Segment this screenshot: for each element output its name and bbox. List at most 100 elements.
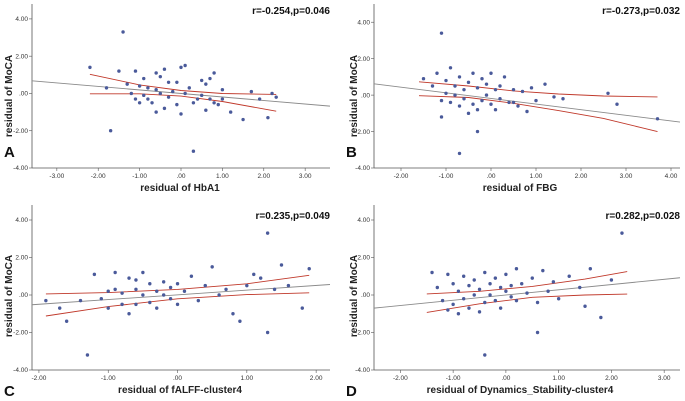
- panel-d-point: [514, 298, 519, 303]
- panel-a-ci-upper: [89, 73, 277, 95]
- panel-b-ytick-label: 4.00: [357, 19, 370, 26]
- panel-b-point: [529, 86, 534, 90]
- panel-c-ylabel: residual of MoCA: [4, 255, 15, 337]
- panel-a-xtick-label: .00: [176, 173, 185, 180]
- panel-a-point: [175, 102, 179, 107]
- panel-b-stat: r=-0.273,p=0.032: [602, 6, 680, 17]
- panel-d-point: [541, 268, 545, 273]
- panel-b-ci-upper: [418, 81, 658, 98]
- panel-b-plot: -4.00 -2.00 .00 2.00 4.00 -2.00 -1.00 .00 1.00 2.…: [355, 4, 681, 180]
- panel-d-point: [430, 270, 434, 275]
- panel-a-ci-lower: [89, 93, 277, 112]
- panel-c-point: [238, 319, 242, 323]
- panel-c-point: [106, 306, 110, 310]
- panel-a-point: [204, 108, 208, 112]
- panel-b-point: [444, 91, 448, 95]
- panel-d-point: [435, 285, 440, 290]
- panel-c-point: [127, 312, 131, 316]
- panel-a-point: [208, 76, 212, 81]
- panel-b-point: [511, 100, 516, 105]
- panel-b-ytick-label: .00: [361, 92, 370, 99]
- panel-d-point: [483, 353, 487, 357]
- panel-c-xtick-label: -1.00: [101, 375, 116, 382]
- panel-c-point: [161, 293, 166, 297]
- panel-a-point: [175, 80, 179, 84]
- panel-c-point: [252, 272, 256, 277]
- panel-d-point: [599, 315, 603, 320]
- panel-d-point: [493, 298, 498, 303]
- panel-a-point: [171, 89, 175, 94]
- panel-d-point: [472, 293, 476, 297]
- panel-d-ytick-label: 4.00: [357, 217, 370, 224]
- panel-c-ytick-label: .00: [19, 292, 28, 299]
- panel-d-point: [483, 300, 487, 305]
- panel-d-point: [567, 274, 571, 278]
- panel-a-point: [158, 74, 163, 79]
- panel-b-point: [439, 98, 444, 103]
- panel-c-point: [64, 319, 69, 323]
- panel-b-xtick-label: 2.00: [575, 173, 588, 180]
- panel-c-point: [286, 283, 291, 288]
- panel-c-point: [161, 280, 166, 284]
- panel-d-point: [620, 231, 624, 235]
- panel-c-xlabel: residual of fALFF-cluster4: [118, 385, 242, 396]
- panel-a-point: [204, 82, 208, 86]
- panel-d-point: [461, 274, 466, 278]
- panel-d-point: [509, 283, 513, 288]
- panel-d-point: [461, 297, 466, 301]
- panel-c-point: [245, 283, 249, 288]
- panel-a-label: A: [4, 144, 15, 161]
- panel-a-point: [133, 69, 138, 73]
- panel-c-point: [92, 272, 97, 277]
- panel-a-point: [133, 97, 138, 101]
- panel-c-point: [44, 298, 48, 303]
- panel-a-point: [199, 78, 204, 83]
- panel-b-point: [561, 97, 565, 101]
- panel-d-ci-lower: [426, 293, 628, 313]
- panel-d-point: [583, 304, 587, 308]
- panel-b-point: [475, 107, 480, 112]
- panel-c-fit-line: [31, 284, 331, 306]
- panel-c-xtick-label: .00: [173, 375, 182, 382]
- panel-d-point: [451, 282, 455, 286]
- panel-b-xtick-label: -1.00: [439, 173, 454, 180]
- panel-c-point: [78, 298, 83, 303]
- panel-a-point: [191, 101, 196, 105]
- panel-d-point: [578, 285, 582, 290]
- panel-d-xtick-label: -1.00: [446, 375, 461, 382]
- panel-d-point: [556, 297, 561, 301]
- panel-c-point: [85, 353, 90, 357]
- panel-c-point: [279, 263, 284, 267]
- panel-b-point: [543, 82, 547, 86]
- panel-a-point: [220, 97, 225, 101]
- panel-d-point: [609, 278, 614, 282]
- panel-b-point: [421, 77, 426, 81]
- panel-d-point: [440, 298, 445, 303]
- panel-a-point: [125, 82, 129, 86]
- panel-c-point: [155, 306, 159, 310]
- panel-b-point: [525, 109, 529, 114]
- panel-b-point: [471, 102, 475, 106]
- panel-d-point: [504, 272, 508, 277]
- panel-b-point: [520, 89, 525, 94]
- panel-d-point: [514, 267, 519, 271]
- panel-b-fit-line: [373, 83, 681, 123]
- panel-c-ytick-label: 4.00: [15, 217, 28, 224]
- panel-b-point: [471, 71, 475, 75]
- panel-c-point: [134, 287, 138, 292]
- panel-d-xtick-label: 3.00: [658, 375, 671, 382]
- panel-c-point: [141, 270, 145, 275]
- panel-a-ytick-label: -2.00: [13, 128, 28, 135]
- panel-d-point: [588, 267, 593, 271]
- panel-a-point: [270, 91, 274, 96]
- panel-a-point: [212, 71, 216, 75]
- panel-b-label: B: [346, 144, 357, 161]
- panel-a-point: [212, 101, 216, 105]
- panel-a-point: [274, 95, 278, 99]
- panel-c-point: [203, 283, 207, 288]
- panel-d-xlabel: residual of Dynamics_Stability-cluster4: [427, 385, 614, 396]
- panel-a-point: [241, 117, 245, 122]
- panel-a-xlabel: residual of HbA1: [140, 183, 220, 194]
- panel-a-point: [88, 65, 92, 70]
